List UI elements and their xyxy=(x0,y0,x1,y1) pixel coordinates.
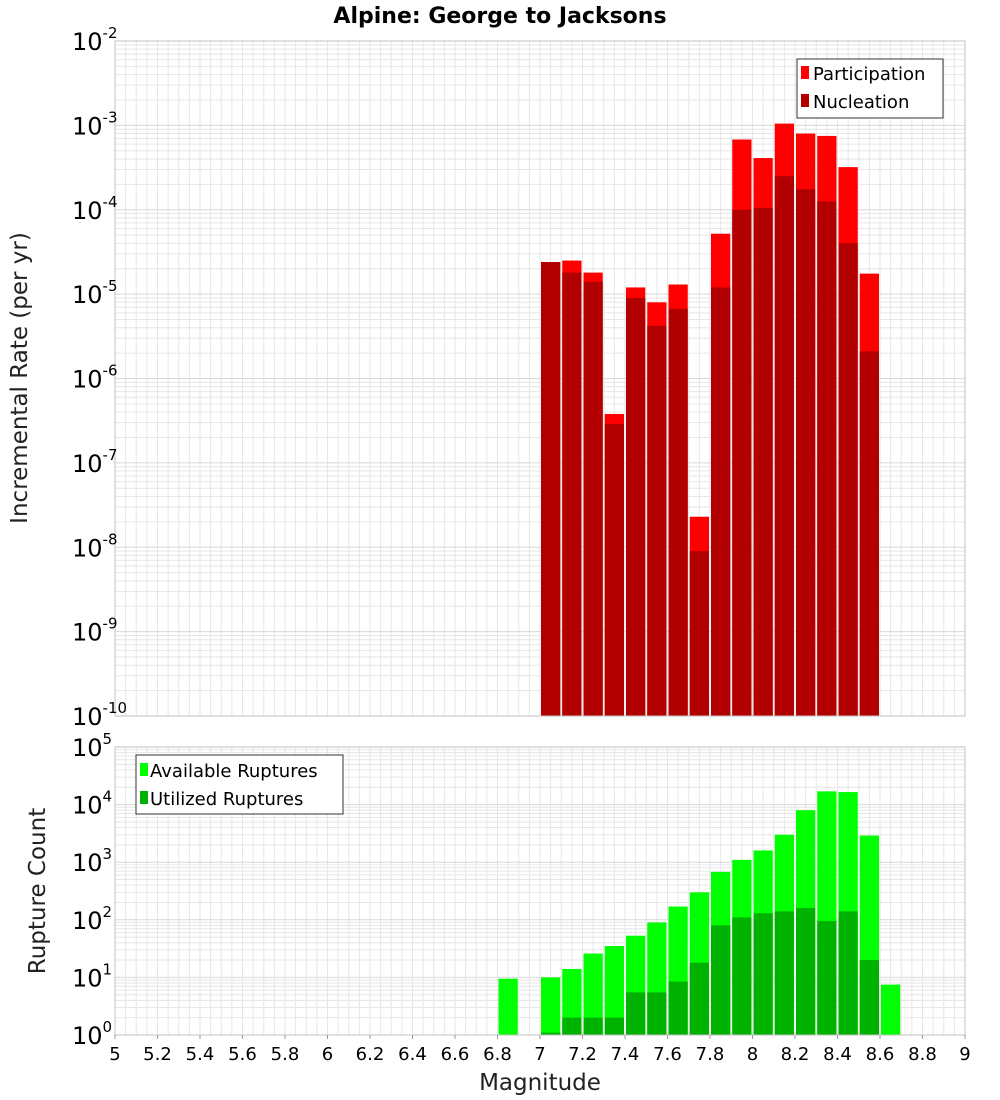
x-tick-label: 7.6 xyxy=(653,1044,682,1065)
count-panel: 105 104 103 102 101 100 Rupture Count Availab… xyxy=(25,730,971,1096)
count-available-ruptures-bar xyxy=(498,978,518,1035)
x-tick-label: 6.4 xyxy=(398,1044,427,1065)
count-utilized-ruptures-bar xyxy=(838,911,858,1035)
rate-y-tick-label: 10-4 xyxy=(72,193,118,225)
rate-grid xyxy=(114,41,966,717)
rate-nucleation-bar xyxy=(859,351,879,716)
rate-nucleation-bar xyxy=(689,551,709,716)
x-tick-label: 7.2 xyxy=(568,1044,597,1065)
chart-title: Alpine: George to Jacksons xyxy=(333,4,666,29)
participation-legend-swatch xyxy=(801,66,809,79)
rate-nucleation-bar xyxy=(817,201,837,716)
x-tick-label: 7.4 xyxy=(611,1044,640,1065)
count-y-tick-label: 100 xyxy=(72,1018,112,1050)
count-utilized-ruptures-bar xyxy=(562,1017,582,1035)
count-utilized-ruptures-bar xyxy=(626,992,646,1035)
rate-y-axis-label: Incremental Rate (per yr) xyxy=(7,232,33,524)
rate-bars xyxy=(541,123,879,717)
available-legend-swatch xyxy=(140,763,148,776)
count-utilized-ruptures-bar xyxy=(647,992,667,1035)
rate-plot-frame xyxy=(114,40,966,717)
count-legend: Available Ruptures Utilized Ruptures xyxy=(135,754,344,815)
participation-legend-label: Participation xyxy=(813,64,925,85)
x-tick-label: 8.8 xyxy=(908,1044,937,1065)
x-tick-label: 5 xyxy=(109,1044,120,1065)
x-tick-label: 6.8 xyxy=(483,1044,512,1065)
nucleation-legend-label: Nucleation xyxy=(813,92,909,113)
count-y-axis-label: Rupture Count xyxy=(25,808,51,974)
count-utilized-ruptures-bar xyxy=(753,913,773,1035)
rate-y-tick-label: 10-9 xyxy=(72,615,118,647)
rate-nucleation-bar xyxy=(732,209,752,716)
count-y-tick-label: 102 xyxy=(72,903,112,935)
count-y-tick-label: 105 xyxy=(72,730,112,762)
x-tick-label: 5.8 xyxy=(271,1044,300,1065)
x-tick-label: 8.2 xyxy=(781,1044,810,1065)
count-utilized-ruptures-bar xyxy=(604,1017,624,1035)
rate-legend: Participation Nucleation xyxy=(796,58,944,119)
count-y-tick-label: 104 xyxy=(72,788,112,820)
x-tick-label: 5.6 xyxy=(228,1044,257,1065)
available-legend-label: Available Ruptures xyxy=(150,761,318,782)
x-tick-label: 8.6 xyxy=(866,1044,895,1065)
utilized-legend-label: Utilized Ruptures xyxy=(150,789,303,810)
x-tick-label: 7 xyxy=(534,1044,545,1065)
rate-y-tick-label: 10-8 xyxy=(72,530,118,562)
rate-nucleation-bar xyxy=(583,281,603,716)
count-available-ruptures-bar xyxy=(604,946,624,1035)
count-utilized-ruptures-bar xyxy=(689,962,709,1035)
rate-nucleation-bar xyxy=(753,207,773,716)
rate-nucleation-bar xyxy=(562,272,582,716)
rate-nucleation-bar xyxy=(711,287,731,716)
count-utilized-ruptures-bar xyxy=(583,1017,603,1035)
rate-y-tick-label: 10-5 xyxy=(72,277,118,309)
count-utilized-ruptures-bar xyxy=(817,921,837,1035)
rate-panel: 10-2 10-3 10-4 10-5 10-6 10-7 10-8 10-9 10-10 In… xyxy=(7,24,966,731)
rate-nucleation-bar xyxy=(626,297,646,716)
x-ticks: 5 5.2 5.4 5.6 5.8 6 6.2 6.4 6.6 6.8 7 7.2 7.4 7.6 7.8 8… xyxy=(109,1035,971,1065)
count-utilized-ruptures-bar xyxy=(541,1032,561,1035)
rate-y-tick-label: 10-6 xyxy=(72,362,118,394)
rate-nucleation-bar xyxy=(774,176,794,716)
count-legend-box xyxy=(135,754,344,815)
x-axis-label: Magnitude xyxy=(479,1070,601,1096)
rate-nucleation-bar xyxy=(668,308,688,716)
count-y-tick-label: 101 xyxy=(72,960,112,992)
count-utilized-ruptures-bar xyxy=(796,908,816,1035)
rate-y-ticks: 10-2 10-3 10-4 10-5 10-6 10-7 10-8 10-9 10-10 xyxy=(72,24,127,731)
count-utilized-ruptures-bar xyxy=(711,925,731,1035)
count-utilized-ruptures-bar xyxy=(774,911,794,1035)
rate-y-tick-label: 10-2 xyxy=(72,24,118,56)
rate-y-tick-label: 10-3 xyxy=(72,108,118,140)
rate-nucleation-bar xyxy=(838,243,858,717)
count-y-tick-label: 103 xyxy=(72,845,112,877)
x-tick-label: 7.8 xyxy=(696,1044,725,1065)
rate-y-tick-label: 10-7 xyxy=(72,446,118,478)
x-tick-label: 8.4 xyxy=(823,1044,852,1065)
x-tick-label: 8 xyxy=(747,1044,758,1065)
x-tick-label: 9 xyxy=(959,1044,970,1065)
x-tick-label: 6 xyxy=(322,1044,333,1065)
rate-nucleation-bar xyxy=(541,262,561,716)
count-utilized-ruptures-bar xyxy=(732,917,752,1035)
count-bars xyxy=(498,791,901,1035)
rate-nucleation-bar xyxy=(604,423,624,716)
utilized-legend-swatch xyxy=(140,791,148,804)
rate-y-tick-label: 10-10 xyxy=(72,699,127,731)
count-available-ruptures-bar xyxy=(583,953,603,1035)
count-utilized-ruptures-bar xyxy=(668,981,688,1035)
count-available-ruptures-bar xyxy=(881,984,901,1035)
nucleation-legend-swatch xyxy=(801,94,809,107)
rate-nucleation-bar xyxy=(796,189,816,717)
x-tick-label: 5.4 xyxy=(186,1044,215,1065)
rate-nucleation-bar xyxy=(647,325,667,716)
rate-legend-box xyxy=(796,58,944,119)
count-utilized-ruptures-bar xyxy=(859,960,879,1035)
x-tick-label: 6.2 xyxy=(356,1044,385,1065)
x-tick-label: 6.6 xyxy=(441,1044,470,1065)
count-y-ticks: 105 104 103 102 101 100 xyxy=(72,730,112,1050)
count-available-ruptures-bar xyxy=(541,977,561,1035)
x-tick-label: 5.2 xyxy=(143,1044,172,1065)
